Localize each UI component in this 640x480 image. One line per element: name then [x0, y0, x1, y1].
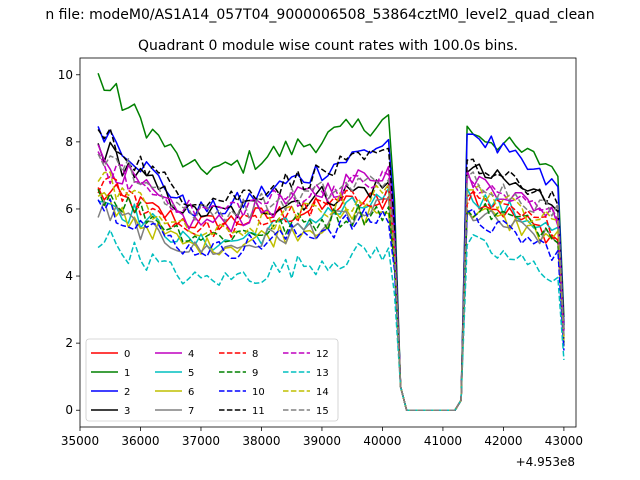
- series-line-11: [97, 127, 565, 411]
- x-tick-label: 41000: [424, 434, 462, 448]
- legend-label-3: 3: [124, 406, 130, 417]
- y-axis-ticks: 0 2 4 6 8 10: [58, 68, 80, 417]
- legend-label-4: 4: [188, 349, 194, 360]
- x-tick-label: 43000: [545, 434, 583, 448]
- series-line-13: [97, 229, 565, 411]
- legend-label-6: 6: [188, 387, 194, 398]
- series-line-2: [97, 126, 565, 411]
- x-tick-label: 35000: [61, 434, 99, 448]
- series-line-10: [97, 198, 565, 411]
- x-tick-label: 38000: [242, 434, 280, 448]
- x-tick-label: 40000: [363, 434, 401, 448]
- x-axis-offset-label: +4.953e8: [516, 455, 575, 469]
- series-line-9: [97, 188, 565, 411]
- x-tick-label: 36000: [121, 434, 159, 448]
- series-line-14: [97, 171, 565, 411]
- legend-label-7: 7: [188, 406, 194, 417]
- series-line-5: [97, 187, 565, 411]
- y-tick-label: 6: [65, 202, 73, 216]
- x-tick-label: 39000: [303, 434, 341, 448]
- legend-label-11: 11: [252, 406, 265, 417]
- x-tick-label: 42000: [484, 434, 522, 448]
- series-line-1: [97, 72, 565, 411]
- y-tick-label: 0: [65, 403, 73, 417]
- legend-label-13: 13: [316, 368, 329, 379]
- series-line-15: [97, 153, 565, 411]
- legend-label-8: 8: [252, 349, 258, 360]
- y-tick-label: 8: [65, 135, 73, 149]
- series-line-12: [97, 151, 565, 411]
- x-axis-ticks: 35000 36000 37000 38000 39000 40000 41000 42000…: [61, 427, 583, 448]
- series-line-8: [97, 175, 565, 411]
- legend-label-10: 10: [252, 387, 265, 398]
- legend-label-14: 14: [316, 387, 329, 398]
- legend-box: [85, 338, 339, 422]
- series-line-4: [97, 144, 565, 411]
- plot-area: [79, 57, 577, 428]
- plot-frame: [79, 57, 577, 428]
- legend-label-0: 0: [124, 349, 130, 360]
- y-tick-label: 2: [65, 336, 73, 350]
- legend-label-2: 2: [124, 387, 130, 398]
- legend-label-12: 12: [316, 349, 329, 360]
- y-tick-label: 4: [65, 269, 73, 283]
- legend-label-1: 1: [124, 368, 130, 379]
- y-tick-label: 10: [58, 68, 73, 82]
- legend-label-15: 15: [316, 406, 329, 417]
- legend-label-9: 9: [252, 368, 258, 379]
- x-tick-label: 37000: [182, 434, 220, 448]
- figure-suptitle: n file: modeM0/AS1A14_057T04_9000006508_…: [45, 7, 594, 23]
- chart-title: Quadrant 0 module wise count rates with …: [138, 38, 518, 54]
- legend-label-5: 5: [188, 368, 194, 379]
